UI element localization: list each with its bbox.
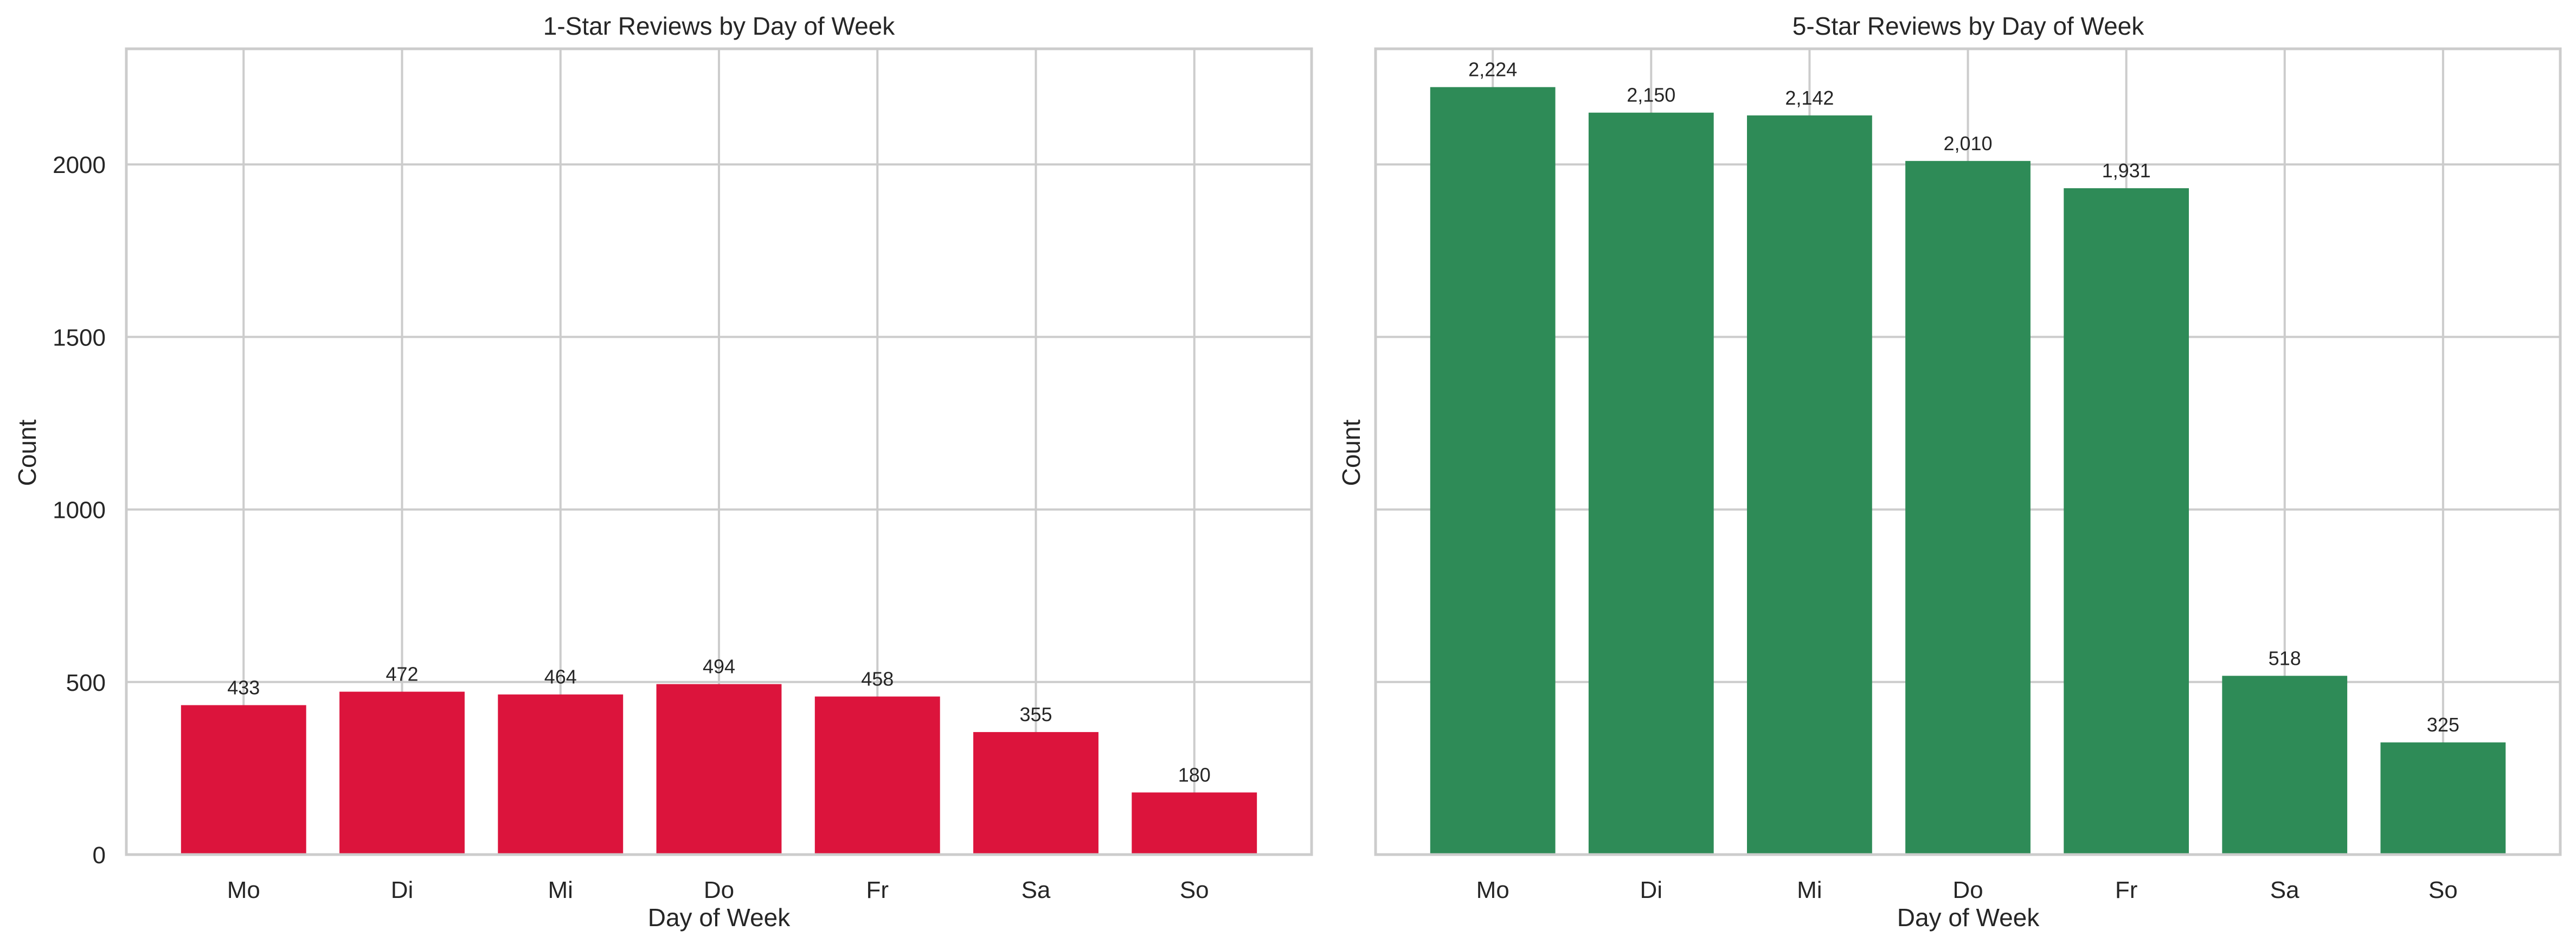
bar-value-label: 433 (227, 676, 260, 698)
chart-5-star: 5-Star Reviews by Day of Week Day of Wee… (1337, 12, 2562, 932)
bar-value-label: 518 (2269, 647, 2301, 669)
bar-fr (814, 696, 940, 855)
bar-di (1588, 112, 1714, 855)
bar-value-label: 464 (544, 666, 577, 688)
x-tick-label: Mi (1797, 877, 1822, 903)
bar-sa (2222, 676, 2348, 855)
bar-mo (181, 705, 306, 855)
bar-value-label: 1,931 (2102, 159, 2151, 182)
x-tick-label: Do (704, 877, 734, 903)
x-tick-label: So (2429, 877, 2458, 903)
bar-value-label: 2,142 (1785, 87, 1834, 109)
bar-value-label: 472 (386, 663, 418, 685)
x-tick-label: Di (1640, 877, 1662, 903)
y-tick-label: 1000 (53, 497, 106, 524)
x-tick-label: Sa (2270, 877, 2299, 903)
bar-do (1905, 161, 2031, 855)
bar-value-label: 2,150 (1627, 84, 1675, 106)
x-tick-label: Mo (1476, 877, 1509, 903)
bar-value-label: 2,224 (1468, 59, 1517, 81)
x-tick-label: So (1180, 877, 1209, 903)
x-tick-label: Do (1952, 877, 1983, 903)
bar-so (2380, 742, 2506, 855)
x-tick-label: Fr (866, 877, 889, 903)
axes-frame (125, 47, 1313, 856)
bar-value-label: 355 (1019, 703, 1052, 726)
bar-so (1132, 792, 1257, 855)
y-tick-label: 500 (66, 670, 106, 696)
y-axis-label: Count (13, 419, 41, 486)
x-tick-label: Fr (2115, 877, 2138, 903)
bar-value-label: 2,010 (1943, 132, 1992, 155)
x-axis-label: Day of Week (648, 903, 791, 932)
bar-fr (2064, 188, 2189, 855)
bar-value-label: 494 (703, 656, 735, 678)
x-axis-label: Day of Week (1897, 903, 2040, 932)
chart-1-star: 1-Star Reviews by Day of Week Day of Wee… (13, 12, 1313, 932)
bar-value-label: 458 (861, 668, 894, 690)
x-tick-label: Di (391, 877, 414, 903)
bar-mi (498, 694, 624, 855)
axes-frame (1374, 47, 2562, 856)
bar-di (339, 691, 465, 855)
x-tick-label: Sa (1022, 877, 1051, 903)
bar-value-label: 325 (2427, 714, 2459, 736)
chart-title: 5-Star Reviews by Day of Week (1793, 12, 2144, 40)
bar-value-label: 180 (1178, 763, 1211, 786)
y-tick-label: 0 (93, 842, 106, 869)
x-tick-label: Mo (227, 877, 260, 903)
x-tick-label: Mi (548, 877, 573, 903)
bar-mi (1747, 115, 1872, 855)
y-tick-label: 2000 (53, 152, 106, 178)
bar-do (656, 684, 782, 855)
bar-sa (973, 732, 1099, 855)
chart-title: 1-Star Reviews by Day of Week (543, 12, 895, 40)
bar-mo (1430, 87, 1556, 855)
y-tick-label: 1500 (53, 324, 106, 351)
y-axis-label: Count (1337, 419, 1365, 486)
